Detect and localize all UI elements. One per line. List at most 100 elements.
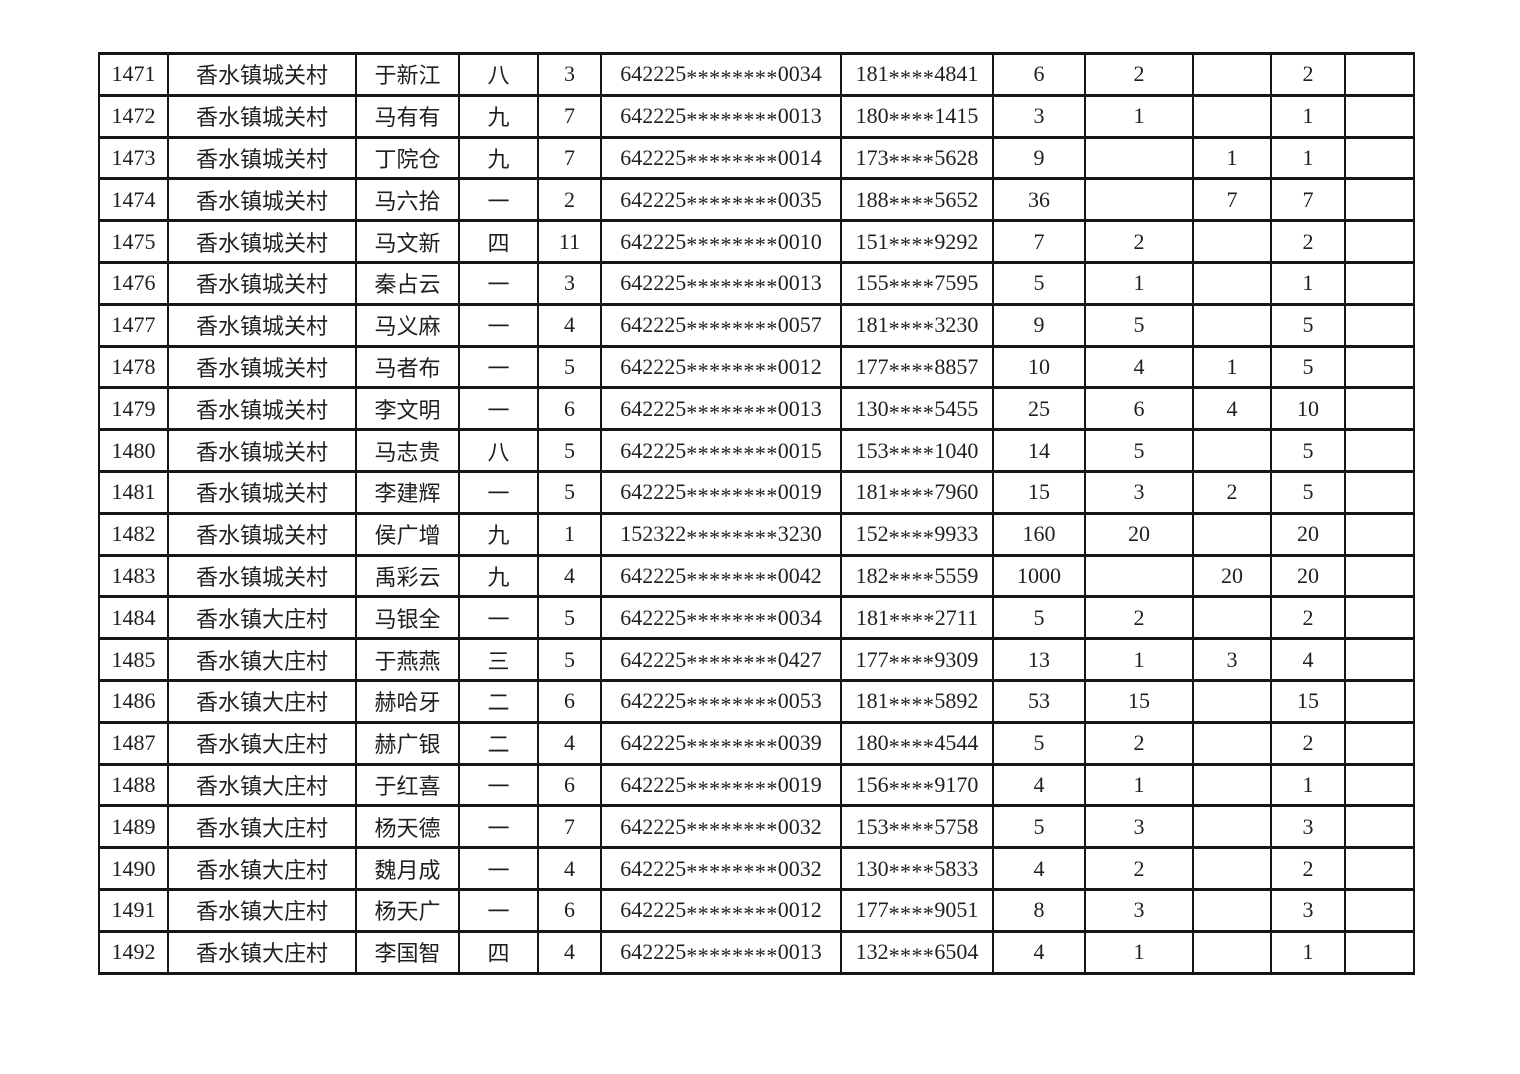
masked-digits: ********	[686, 942, 778, 968]
cell-village-name: 香水镇城关村	[167, 93, 357, 139]
table-row: 1476 香水镇城关村 秦占云一 3 642225********0013 155****…	[98, 260, 1415, 306]
cell-amount-4: 2	[1270, 720, 1346, 766]
masked-digits: ****	[888, 315, 935, 341]
masked-digits: ********	[686, 608, 778, 634]
masked-digits: ****	[888, 650, 935, 676]
table-row: 1481 香水镇城关村 李建辉一 5 642225********0019 181****…	[98, 469, 1415, 515]
cell-remark	[1344, 260, 1415, 306]
cell-phone-number: 181****5892	[840, 678, 994, 724]
masked-digits: ****	[888, 357, 935, 383]
table-row: 1473 香水镇城关村 丁院仓九 7 642225********0014 173****…	[98, 135, 1415, 181]
cell-amount-1: 7	[992, 219, 1086, 264]
cell-person-name: 禹彩云	[355, 553, 460, 599]
masked-digits: ********	[686, 65, 778, 91]
cell-phone-number: 181****3230	[840, 302, 994, 348]
cell-amount-1: 15	[992, 469, 1086, 515]
masked-digits: ********	[686, 566, 778, 592]
cell-amount-3: 2	[1192, 469, 1272, 515]
cell-id-number: 642225********0013	[600, 386, 842, 432]
cell-village-name: 香水镇大庄村	[167, 846, 357, 891]
cell-amount-4: 15	[1270, 678, 1346, 724]
table-row: 1484 香水镇大庄村 马银全一 5 642225********0034 181****…	[98, 595, 1415, 641]
cell-village-name: 香水镇城关村	[167, 511, 357, 557]
cell-amount-3: 20	[1192, 553, 1272, 599]
cell-group-number: 九	[458, 135, 539, 181]
cell-sequence-number: 1487	[98, 720, 169, 766]
cell-amount-3: 4	[1192, 386, 1272, 432]
cell-person-name: 于新江	[355, 52, 460, 97]
cell-village-name: 香水镇城关村	[167, 219, 357, 264]
cell-amount-2: 3	[1084, 887, 1194, 933]
cell-amount-2: 15	[1084, 678, 1194, 724]
cell-amount-3	[1192, 93, 1272, 139]
cell-household-number: 4	[537, 720, 602, 766]
cell-id-number: 642225********0014	[600, 135, 842, 181]
cell-amount-2: 2	[1084, 720, 1194, 766]
cell-person-name: 马有有	[355, 93, 460, 139]
cell-amount-4: 5	[1270, 344, 1346, 390]
cell-amount-2	[1084, 553, 1194, 599]
cell-group-number: 九	[458, 93, 539, 139]
cell-village-name: 香水镇城关村	[167, 428, 357, 473]
cell-phone-number: 188****5652	[840, 177, 994, 223]
cell-group-number: 四	[458, 219, 539, 264]
cell-village-name: 香水镇城关村	[167, 260, 357, 306]
masked-digits: ****	[888, 901, 935, 927]
cell-sequence-number: 1491	[98, 887, 169, 933]
cell-group-number: 一	[458, 762, 539, 808]
cell-phone-number: 153****5758	[840, 804, 994, 850]
cell-village-name: 香水镇城关村	[167, 177, 357, 223]
cell-amount-2: 5	[1084, 302, 1194, 348]
cell-amount-4: 1	[1270, 762, 1346, 808]
cell-amount-1: 3	[992, 93, 1086, 139]
table-row: 1488 香水镇大庄村 于红喜一 6 642225********0019 156****…	[98, 762, 1415, 808]
masked-digits: ****	[888, 942, 935, 968]
cell-id-number: 642225********0019	[600, 762, 842, 808]
cell-remark	[1344, 469, 1415, 515]
masked-digits: ********	[686, 775, 778, 801]
masked-digits: ********	[686, 190, 778, 216]
cell-household-number: 6	[537, 678, 602, 724]
cell-household-number: 6	[537, 386, 602, 432]
cell-amount-4: 5	[1270, 302, 1346, 348]
cell-person-name: 杨天德	[355, 804, 460, 850]
cell-household-number: 5	[537, 595, 602, 641]
cell-amount-3	[1192, 511, 1272, 557]
masked-digits: ********	[686, 148, 778, 174]
cell-person-name: 于燕燕	[355, 637, 460, 682]
cell-amount-1: 5	[992, 260, 1086, 306]
cell-household-number: 7	[537, 804, 602, 850]
table-row: 1486 香水镇大庄村 赫哈牙二 6 642225********0053 181****…	[98, 678, 1415, 724]
cell-phone-number: 151****9292	[840, 219, 994, 264]
cell-sequence-number: 1490	[98, 846, 169, 891]
cell-amount-4: 10	[1270, 386, 1346, 432]
cell-amount-3: 1	[1192, 344, 1272, 390]
cell-amount-2: 2	[1084, 595, 1194, 641]
masked-digits: ********	[686, 901, 778, 927]
cell-remark	[1344, 219, 1415, 264]
cell-person-name: 李文明	[355, 386, 460, 432]
cell-village-name: 香水镇大庄村	[167, 678, 357, 724]
cell-group-number: 一	[458, 595, 539, 641]
cell-group-number: 二	[458, 720, 539, 766]
cell-sequence-number: 1474	[98, 177, 169, 223]
cell-amount-4: 20	[1270, 511, 1346, 557]
masked-digits: ****	[888, 483, 935, 509]
cell-village-name: 香水镇城关村	[167, 52, 357, 97]
table-row: 1478 香水镇城关村 马者布一 5 642225********0012 177****…	[98, 344, 1415, 390]
cell-village-name: 香水镇大庄村	[167, 804, 357, 850]
table-row: 1479 香水镇城关村 李文明一 6 642225********0013 130****…	[98, 386, 1415, 432]
cell-phone-number: 182****5559	[840, 553, 994, 599]
cell-village-name: 香水镇城关村	[167, 344, 357, 390]
cell-amount-4: 1	[1270, 929, 1346, 975]
cell-household-number: 3	[537, 52, 602, 97]
cell-amount-4: 5	[1270, 428, 1346, 473]
cell-group-number: 一	[458, 846, 539, 891]
cell-phone-number: 180****4544	[840, 720, 994, 766]
cell-id-number: 152322********3230	[600, 511, 842, 557]
masked-digits: ********	[686, 232, 778, 258]
cell-amount-2: 3	[1084, 804, 1194, 850]
cell-group-number: 一	[458, 177, 539, 223]
cell-phone-number: 130****5833	[840, 846, 994, 891]
